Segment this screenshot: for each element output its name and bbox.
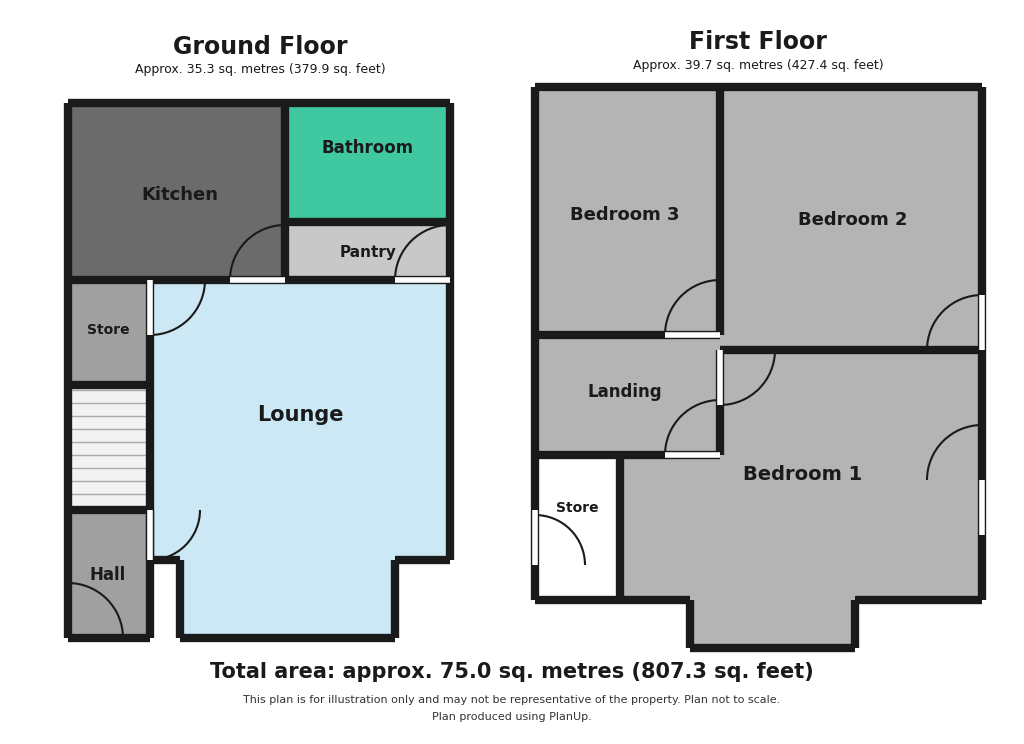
Text: Approx. 39.7 sq. metres (427.4 sq. feet): Approx. 39.7 sq. metres (427.4 sq. feet) bbox=[633, 59, 884, 71]
Bar bbox=[535, 455, 620, 565]
Text: Kitchen: Kitchen bbox=[141, 186, 218, 204]
Text: Hall: Hall bbox=[90, 566, 126, 584]
Bar bbox=[180, 560, 395, 635]
Text: Bathroom: Bathroom bbox=[322, 139, 414, 157]
Bar bbox=[68, 280, 150, 385]
Text: Total area: approx. 75.0 sq. metres (807.3 sq. feet): Total area: approx. 75.0 sq. metres (807… bbox=[210, 662, 814, 682]
Text: Plan produced using PlanUp.: Plan produced using PlanUp. bbox=[432, 712, 592, 722]
Text: Lounge: Lounge bbox=[257, 405, 343, 425]
Text: Bedroom 3: Bedroom 3 bbox=[570, 206, 680, 224]
Text: This plan is for illustration only and may not be representative of the property: This plan is for illustration only and m… bbox=[244, 695, 780, 705]
Text: Pantry: Pantry bbox=[340, 246, 396, 260]
Bar bbox=[720, 87, 982, 350]
Text: Ground Floor: Ground Floor bbox=[173, 35, 347, 59]
Text: First Floor: First Floor bbox=[689, 30, 827, 54]
Text: Bedroom 1: Bedroom 1 bbox=[743, 466, 862, 484]
Bar bbox=[285, 222, 450, 280]
Text: Bedroom 2: Bedroom 2 bbox=[799, 211, 907, 229]
Bar bbox=[690, 600, 855, 648]
Bar bbox=[68, 510, 150, 638]
Text: Landing: Landing bbox=[588, 383, 663, 401]
Bar bbox=[620, 350, 982, 600]
Text: Store: Store bbox=[87, 323, 129, 337]
Text: Store: Store bbox=[556, 501, 598, 515]
Bar bbox=[535, 335, 720, 455]
Bar bbox=[68, 103, 285, 280]
Bar bbox=[150, 280, 450, 560]
Text: Approx. 35.3 sq. metres (379.9 sq. feet): Approx. 35.3 sq. metres (379.9 sq. feet) bbox=[135, 63, 385, 77]
Bar bbox=[68, 385, 150, 510]
Bar bbox=[535, 87, 720, 335]
Bar bbox=[285, 103, 450, 222]
